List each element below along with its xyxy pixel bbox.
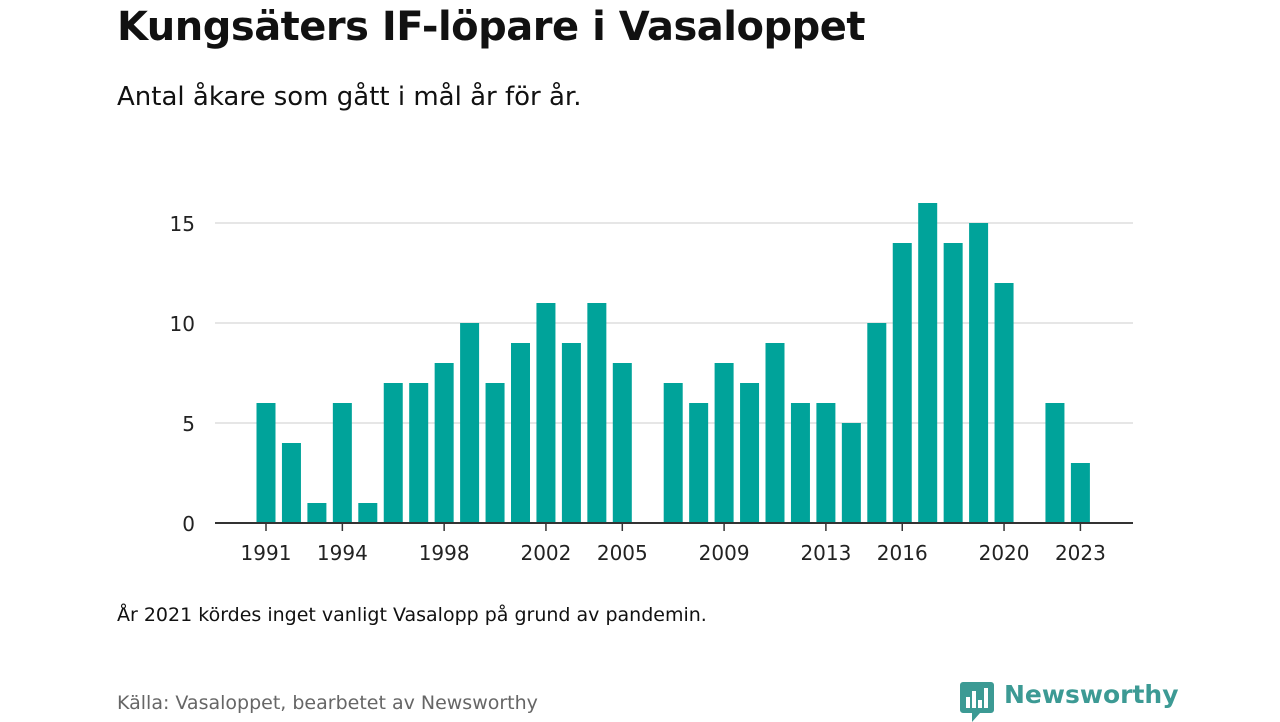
x-tick-label: 2009 [699,541,750,565]
x-tick-label: 1991 [241,541,292,565]
bar-2003 [561,343,581,523]
bar-2022 [1045,403,1065,523]
bar-2001 [511,343,530,523]
bar-2009 [714,363,734,523]
x-tick-label: 2005 [597,541,648,565]
bar-2004 [587,303,607,523]
y-tick-label: 10 [170,312,195,336]
bar-2010 [740,383,760,523]
bar-2019 [969,223,989,523]
bar-1995 [358,503,378,523]
y-tick-label: 15 [170,212,195,236]
bar-2011 [765,343,785,523]
bar-2016 [892,243,912,523]
bar-2017 [918,203,938,523]
chart-title: Kungsäters IF-löpare i Vasaloppet [117,4,865,50]
x-tick-label: 1994 [317,541,368,565]
x-tick-label: 2016 [877,541,928,565]
x-tick-label: 2020 [979,541,1030,565]
x-tick-label: 2023 [1055,541,1106,565]
bar-1991 [256,403,276,523]
bar-1994 [332,403,352,523]
bar-2013 [816,403,836,523]
y-tick-label: 5 [182,412,195,436]
x-tick-label: 2002 [520,541,571,565]
bar-2020 [994,283,1014,523]
bar-2005 [612,363,632,523]
chart-subtitle: Antal åkare som gått i mål år för år. [117,82,582,112]
bar-1992 [281,443,301,523]
source-text: Källa: Vasaloppet, bearbetet av Newswort… [117,692,538,714]
bar-2002 [536,303,556,523]
bar-1997 [409,383,429,523]
x-tick-label: 2013 [800,541,851,565]
footnote: År 2021 kördes inget vanligt Vasalopp på… [117,604,707,626]
bar-2007 [663,383,683,523]
bar-1999 [460,323,480,523]
bar-1993 [307,503,327,523]
bar-1996 [383,383,403,523]
bar-2008 [689,403,709,523]
y-tick-label: 0 [182,512,195,536]
bar-2015 [867,323,887,523]
newsworthy-logo[interactable]: Newsworthy [960,680,1179,722]
bar-2023 [1070,463,1090,523]
brand-name: Newsworthy [1004,680,1179,709]
bar-2000 [485,383,505,523]
bar-2014 [841,423,861,523]
x-tick-label: 1998 [419,541,470,565]
bar-1998 [434,363,454,523]
bar-chart: 0 5 10 15 1991 1994 1998 2002 2005 2009 2013 2016 20… [170,203,1133,565]
bar-2018 [943,243,963,523]
bar-2012 [790,403,810,523]
newsworthy-logo-icon [960,682,994,722]
